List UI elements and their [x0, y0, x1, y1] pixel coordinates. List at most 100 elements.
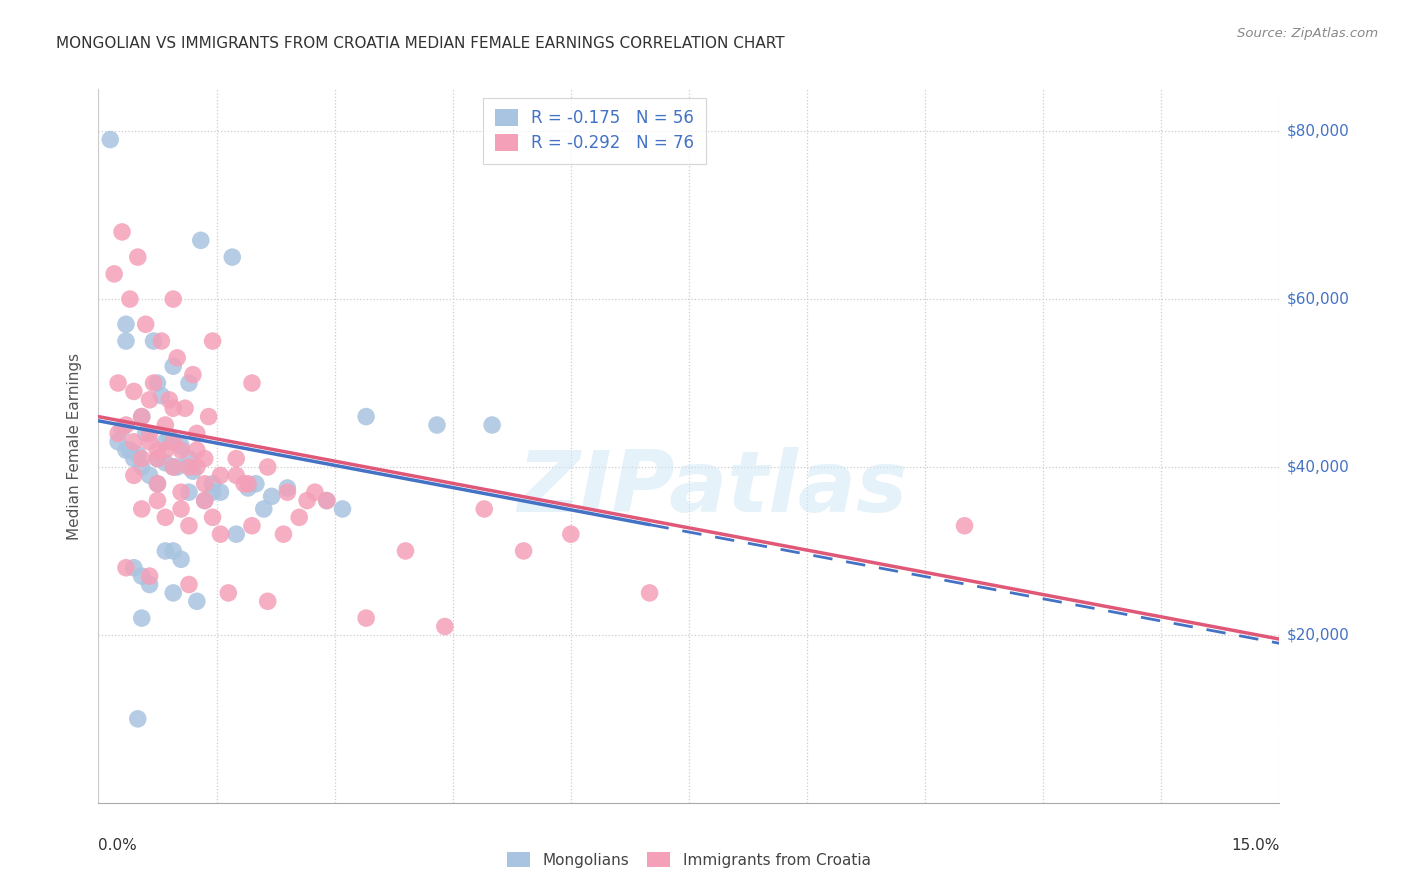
Point: [122, 468, 145, 483]
Point: [127, 447, 149, 461]
Point: [186, 460, 208, 475]
Point: [122, 560, 145, 574]
Point: [162, 460, 184, 475]
Point: [240, 518, 263, 533]
Point: [131, 409, 153, 424]
Point: [135, 426, 157, 441]
Point: [98, 132, 121, 146]
Point: [107, 376, 129, 390]
Point: [177, 485, 200, 500]
Point: [138, 426, 160, 441]
Point: [201, 510, 224, 524]
Point: [138, 434, 160, 449]
Point: [197, 409, 219, 424]
Point: [394, 544, 416, 558]
Point: [162, 401, 184, 416]
Point: [118, 292, 141, 306]
Point: [170, 485, 193, 500]
Point: [273, 527, 295, 541]
Point: [225, 451, 247, 466]
Point: [107, 426, 129, 441]
Point: [118, 443, 141, 458]
Point: [472, 502, 495, 516]
Point: [155, 434, 177, 449]
Point: [127, 712, 149, 726]
Point: [560, 527, 582, 541]
Point: [162, 359, 184, 374]
Point: [155, 510, 177, 524]
Point: [236, 481, 259, 495]
Point: [194, 451, 217, 466]
Legend: R = -0.175   N = 56, R = -0.292   N = 76: R = -0.175 N = 56, R = -0.292 N = 76: [482, 97, 706, 164]
Point: [115, 318, 138, 332]
Point: [194, 476, 217, 491]
Point: [194, 493, 217, 508]
Point: [155, 456, 177, 470]
Point: [131, 409, 153, 424]
Point: [481, 417, 503, 432]
Point: [107, 434, 129, 449]
Point: [150, 334, 173, 348]
Point: [201, 476, 224, 491]
Point: [256, 594, 278, 608]
Point: [170, 502, 193, 516]
Point: [225, 468, 247, 483]
Point: [186, 443, 208, 458]
Point: [162, 292, 184, 306]
Point: [170, 443, 193, 458]
Point: [138, 577, 160, 591]
Point: [166, 351, 188, 365]
Text: ZIPatlas: ZIPatlas: [517, 447, 908, 531]
Point: [111, 225, 134, 239]
Point: [177, 376, 200, 390]
Point: [146, 451, 169, 466]
Point: [186, 426, 208, 441]
Point: [122, 384, 145, 399]
Point: [288, 510, 311, 524]
Point: [315, 493, 337, 508]
Point: [225, 527, 247, 541]
Y-axis label: Median Female Earnings: Median Female Earnings: [67, 352, 83, 540]
Point: [181, 368, 204, 382]
Point: [162, 460, 184, 475]
Point: [315, 493, 337, 508]
Point: [131, 460, 153, 475]
Point: [162, 586, 184, 600]
Point: [155, 443, 177, 458]
Text: $40,000: $40,000: [1286, 459, 1350, 475]
Point: [194, 493, 217, 508]
Point: [276, 485, 298, 500]
Point: [138, 569, 160, 583]
Text: 15.0%: 15.0%: [1232, 838, 1279, 854]
Text: MONGOLIAN VS IMMIGRANTS FROM CROATIA MEDIAN FEMALE EARNINGS CORRELATION CHART: MONGOLIAN VS IMMIGRANTS FROM CROATIA MED…: [56, 36, 785, 51]
Point: [135, 318, 157, 332]
Point: [201, 485, 224, 500]
Point: [166, 460, 188, 475]
Point: [131, 611, 153, 625]
Point: [354, 409, 377, 424]
Point: [174, 401, 197, 416]
Point: [433, 619, 456, 633]
Text: 0.0%: 0.0%: [98, 838, 138, 854]
Text: $20,000: $20,000: [1286, 627, 1350, 642]
Point: [170, 552, 193, 566]
Point: [512, 544, 534, 558]
Point: [138, 392, 160, 407]
Point: [177, 577, 200, 591]
Point: [256, 460, 278, 475]
Point: [209, 485, 232, 500]
Point: [111, 422, 134, 436]
Point: [115, 443, 138, 458]
Point: [142, 334, 165, 348]
Point: [131, 451, 153, 466]
Point: [209, 468, 232, 483]
Point: [186, 594, 208, 608]
Point: [155, 417, 177, 432]
Point: [170, 439, 193, 453]
Point: [253, 502, 276, 516]
Text: $60,000: $60,000: [1286, 292, 1350, 307]
Point: [426, 417, 449, 432]
Point: [295, 493, 318, 508]
Point: [181, 464, 204, 478]
Point: [190, 233, 212, 247]
